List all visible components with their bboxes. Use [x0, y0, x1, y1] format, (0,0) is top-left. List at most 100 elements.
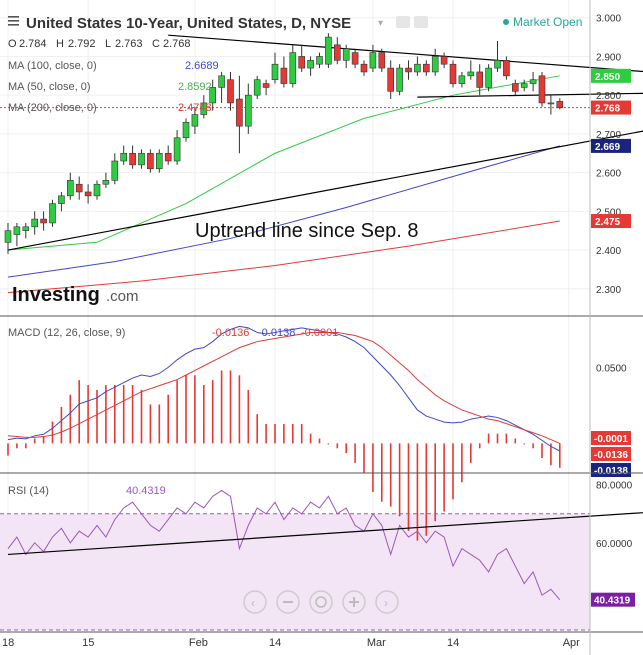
macd-tag-label: -0.0136 — [594, 450, 628, 461]
macd-histogram-bar — [470, 443, 472, 463]
macd-histogram-bar — [452, 443, 454, 500]
candle-body — [58, 195, 65, 204]
logo-suffix: .com — [106, 288, 139, 305]
macd-legend: MACD (12, 26, close, 9) -0.0136 -0.0138 … — [8, 327, 338, 339]
macd-histogram-bar — [372, 443, 374, 493]
candle-body — [22, 226, 30, 231]
candle-body — [147, 152, 154, 170]
price-tag-box — [591, 100, 631, 115]
candle-body — [138, 152, 145, 166]
ma50-value: 2.8592 — [178, 81, 212, 93]
series-layer — [0, 33, 643, 631]
macd-histogram-bar — [87, 385, 89, 444]
rsi-tag-box — [591, 592, 635, 607]
macd-label[interactable]: MACD (12, 26, close, 9) — [8, 327, 125, 339]
macd-histogram-bar — [238, 375, 241, 444]
price-tag-label: 2.850 — [595, 72, 620, 83]
macd-histogram-bar — [443, 443, 445, 512]
candle-body — [396, 67, 403, 92]
ma50-label[interactable]: MA (50, close, 0) — [8, 81, 91, 93]
zoom-controls: ‹ › — [243, 590, 399, 614]
ohlc-low-label: L — [105, 38, 111, 50]
reset-icon[interactable] — [309, 590, 333, 614]
ma50-line — [7, 75, 560, 251]
price-tick-label: 3.000 — [596, 14, 621, 25]
settings-icon[interactable] — [414, 16, 428, 28]
candle-body — [387, 67, 395, 92]
candle-body — [485, 67, 492, 88]
macd-histogram-bar — [434, 443, 436, 522]
candle-body — [298, 56, 306, 69]
zoom-out-icon[interactable] — [276, 590, 300, 614]
macd-histogram-bar — [158, 404, 161, 444]
ohlc-close-value: 2.768 — [163, 38, 191, 50]
candle-body — [84, 191, 92, 197]
price-tick-label: 2.800 — [596, 91, 621, 102]
macd-histogram-bar — [523, 443, 525, 445]
price-tick-label: 2.400 — [596, 246, 621, 257]
macd-histogram-bar — [114, 385, 116, 444]
candle-body — [556, 101, 564, 108]
price-tag-box — [591, 214, 631, 229]
price-tick-label: 2.600 — [596, 169, 621, 180]
macd-histogram-bar — [33, 438, 36, 444]
candle-body — [511, 83, 519, 92]
uptrend-line — [7, 130, 643, 251]
scroll-right-glyph: › — [384, 596, 388, 610]
macd-histogram-bar — [318, 438, 321, 444]
ma100-label[interactable]: MA (100, close, 0) — [8, 60, 97, 72]
title-dropdown-icon[interactable]: ▾ — [378, 18, 383, 29]
x-tick-label: Apr — [563, 637, 580, 649]
candle-body — [191, 114, 199, 127]
ohlc-high-value: 2.792 — [68, 38, 96, 50]
macd-histogram-bar — [514, 438, 517, 444]
macd-histogram-bar — [203, 385, 205, 444]
candle-body — [262, 83, 270, 88]
rsi-label[interactable]: RSI (14) — [8, 485, 49, 497]
macd-histogram-bar — [265, 423, 267, 444]
candle-body — [538, 75, 546, 104]
ma100-value: 2.6689 — [185, 60, 219, 72]
candle-body — [476, 71, 484, 88]
x-tick-label: Feb — [189, 637, 208, 649]
macd-histogram-bar — [105, 385, 107, 444]
macd-histogram-bar — [496, 433, 499, 444]
candle-body — [245, 94, 252, 127]
candle-body — [369, 52, 377, 69]
macd-histogram-bar — [300, 423, 303, 444]
candle-body — [440, 56, 448, 65]
menu-icon[interactable] — [8, 16, 19, 26]
macd-histogram-bar — [416, 443, 419, 541]
macd-histogram-bar — [309, 433, 312, 444]
macd-histogram-bar — [327, 443, 330, 445]
reset-glyph — [315, 596, 327, 608]
macd-histogram-bar — [211, 380, 214, 444]
candle-body — [111, 160, 119, 181]
macd-histogram-bar — [16, 443, 18, 449]
macd-histogram-bar — [336, 443, 339, 449]
scroll-left-icon[interactable] — [243, 590, 267, 614]
eye-icon[interactable] — [396, 16, 410, 28]
macd-histogram-bar — [398, 443, 401, 517]
candle-body — [93, 183, 101, 197]
macd-histogram-bar — [69, 394, 72, 444]
candle-body — [182, 121, 190, 139]
candle-body — [307, 60, 314, 69]
macd-histogram-bar — [194, 375, 196, 444]
macd-histogram-bar — [42, 436, 45, 444]
scroll-right-icon[interactable] — [375, 590, 399, 614]
ma200-label[interactable]: MA (200, close, 0) — [8, 102, 97, 114]
macd-histogram-bar — [292, 423, 294, 444]
candle-body — [342, 48, 350, 61]
macd-histogram-bar — [131, 385, 134, 444]
macd-histogram-bar — [60, 406, 63, 444]
rsi-tag-label: 40.4319 — [594, 596, 631, 607]
candle-body — [164, 152, 172, 162]
zoom-in-icon[interactable] — [342, 590, 366, 614]
candle-body — [431, 56, 439, 73]
macd-histogram-bar — [176, 380, 178, 444]
candle-body — [458, 75, 466, 84]
lower-pennant-line — [417, 92, 643, 98]
macd-histogram-bar — [229, 370, 232, 444]
macd-histogram-bar — [78, 380, 80, 444]
